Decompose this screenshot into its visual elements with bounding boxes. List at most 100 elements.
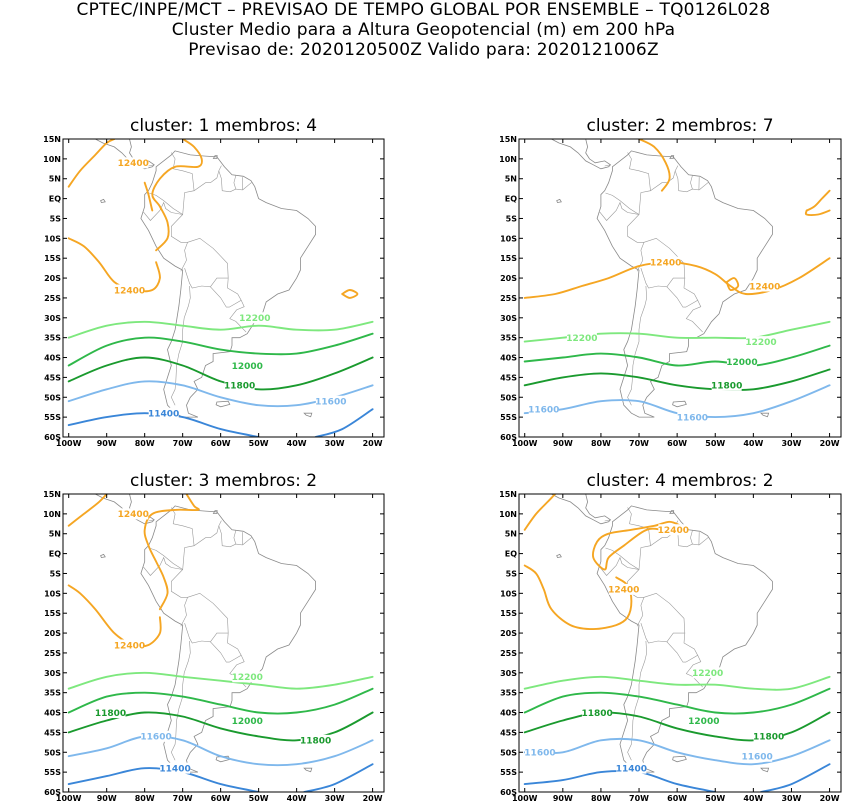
contour-12400: 12400 12400 <box>67 139 359 299</box>
x-tick-label: 70W <box>173 794 193 803</box>
y-tick-label: 50S <box>44 748 61 757</box>
island-outline <box>360 494 362 495</box>
country-border <box>685 300 703 333</box>
x-tick-label: 90W <box>553 794 573 803</box>
contour-label: 11600 <box>742 753 773 763</box>
y-tick-label: EQ <box>49 195 61 204</box>
contour-label: 12400 <box>114 286 145 296</box>
x-tick-label: 100W <box>512 439 538 448</box>
island-outline <box>556 198 562 204</box>
contour-label: 12000 <box>232 717 263 727</box>
contour-label-bg <box>114 284 145 296</box>
contour-line <box>804 209 831 216</box>
contour-12200: 12200 <box>67 312 374 339</box>
contour-11800: 11800 11800 <box>67 707 374 747</box>
contour-line <box>341 289 359 299</box>
country-border <box>148 164 155 167</box>
x-tick-label: 70W <box>629 794 649 803</box>
x-tick-label: 60W <box>211 439 231 448</box>
island-outline <box>760 767 770 773</box>
geography <box>549 494 841 773</box>
contour-line <box>638 139 671 192</box>
y-tick-label: 55S <box>44 768 61 777</box>
contour-11600: 11600 11600 <box>523 384 831 423</box>
country-border <box>184 592 229 644</box>
y-tick-label: 20S <box>44 274 61 283</box>
x-tick-label: 90W <box>97 794 117 803</box>
island-outline <box>732 439 737 441</box>
panel-title: cluster: 2 membros: 7 <box>586 116 773 136</box>
country-border <box>627 569 645 627</box>
contour-label: 12000 <box>232 362 263 372</box>
x-tick-label: 80W <box>135 794 155 803</box>
contour-label: 11800 <box>95 709 126 719</box>
island-outline <box>212 510 218 514</box>
contour-11600: 11600 <box>67 730 374 767</box>
y-tick-label: 10S <box>500 589 517 598</box>
x-tick-label: 50W <box>705 439 725 448</box>
contour-11800: 11800 <box>523 368 831 392</box>
y-tick-label: 40S <box>44 354 61 363</box>
y-tick-label: 20S <box>500 274 517 283</box>
contour-label-bg <box>753 730 784 742</box>
island-outline <box>276 794 281 796</box>
y-tick-label: 60S <box>500 788 517 797</box>
y-tick-label: EQ <box>49 550 61 559</box>
contour-label-bg <box>742 750 773 762</box>
contour-label: 12200 <box>745 338 776 348</box>
island-outline <box>817 139 819 140</box>
contour-label-bg <box>658 524 689 536</box>
contour-label-bg <box>566 332 597 344</box>
y-tick-label: 35S <box>500 334 517 343</box>
country-border <box>640 592 686 644</box>
geography <box>92 494 384 796</box>
y-tick-label: 10N <box>43 510 61 519</box>
y-tick-label: 45S <box>500 728 517 737</box>
contour-label-bg <box>528 403 559 415</box>
y-tick-label: 45S <box>500 373 517 382</box>
y-tick-label: 40S <box>500 709 517 718</box>
country-border <box>210 633 242 663</box>
header-title: CPTEC/INPE/MCT – PREVISAO DE TEMPO GLOBA… <box>76 0 771 20</box>
island-outline <box>672 755 687 763</box>
country-border <box>143 556 183 576</box>
contour-11400: 11400 <box>67 407 374 437</box>
y-tick-label: 35S <box>500 689 517 698</box>
contour-line <box>303 763 374 792</box>
map-frame <box>518 138 842 438</box>
contour-label-bg <box>232 714 263 726</box>
contour-label: 12200 <box>232 673 263 683</box>
map-frame <box>518 493 842 793</box>
country-border <box>627 285 648 406</box>
country-border <box>184 237 229 289</box>
contour-12200: 12200 <box>523 667 831 691</box>
contour-label-bg <box>726 356 757 368</box>
map-frame <box>62 493 385 793</box>
contour-label-bg <box>232 359 263 371</box>
contour-line <box>805 189 831 212</box>
country-border <box>229 300 247 333</box>
y-tick-label: 30S <box>44 669 61 678</box>
x-tick-label: 60W <box>211 794 231 803</box>
country-border <box>218 170 243 193</box>
y-tick-label: 30S <box>500 669 517 678</box>
contour-label-bg <box>141 730 172 742</box>
contour-label-bg <box>608 583 639 595</box>
contour-line <box>143 494 200 611</box>
country-border <box>599 556 640 576</box>
contour-label-bg <box>688 714 719 726</box>
country-border <box>627 640 648 761</box>
contour-label: 11600 <box>524 749 555 759</box>
y-tick-label: 15N <box>499 135 517 144</box>
country-border <box>233 530 237 545</box>
contour-label: 12200 <box>692 669 723 679</box>
country-border <box>171 569 189 627</box>
country-border <box>605 152 651 216</box>
contour-label-bg <box>239 312 270 324</box>
y-tick-label: 55S <box>500 768 517 777</box>
island-outline <box>303 412 313 418</box>
contour-11600: 11600 <box>67 380 374 408</box>
x-tick-label: 20W <box>363 794 383 803</box>
x-tick-label: 80W <box>591 794 611 803</box>
